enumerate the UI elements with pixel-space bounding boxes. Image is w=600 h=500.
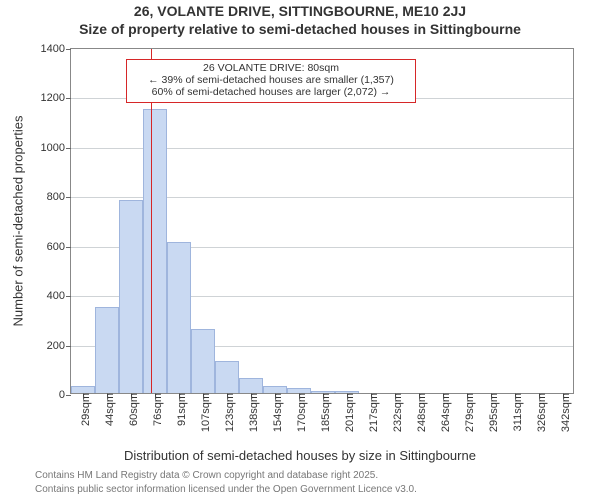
ytick-label: 400 [47, 290, 65, 302]
xtick-label: 29sqm [74, 393, 92, 426]
xtick-label: 123sqm [218, 393, 236, 432]
ytick-mark [66, 197, 71, 198]
ytick-mark [66, 148, 71, 149]
xtick-label: 295sqm [482, 393, 500, 432]
histogram-bar [71, 386, 95, 393]
xtick-label: 60sqm [122, 393, 140, 426]
xtick-label: 154sqm [266, 393, 284, 432]
chart-root: 26, VOLANTE DRIVE, SITTINGBOURNE, ME10 2… [0, 0, 600, 500]
xtick-label: 170sqm [290, 393, 308, 432]
annotation-line-1: 26 VOLANTE DRIVE: 80sqm [131, 62, 411, 74]
xtick-label: 76sqm [146, 393, 164, 426]
xtick-label: 326sqm [530, 393, 548, 432]
histogram-bar [215, 361, 239, 393]
annotation-box: 26 VOLANTE DRIVE: 80sqm← 39% of semi-det… [126, 59, 416, 103]
plot-area: 020040060080010001200140029sqm44sqm60sqm… [70, 48, 574, 394]
ytick-label: 800 [47, 191, 65, 203]
histogram-bar [263, 386, 287, 393]
xtick-label: 279sqm [458, 393, 476, 432]
ytick-label: 200 [47, 340, 65, 352]
annotation-line-2: ← 39% of semi-detached houses are smalle… [131, 74, 411, 86]
ytick-label: 1200 [41, 92, 65, 104]
histogram-bar [167, 242, 191, 393]
xtick-label: 138sqm [242, 393, 260, 432]
xtick-label: 91sqm [170, 393, 188, 426]
ytick-label: 1400 [41, 43, 65, 55]
xtick-label: 217sqm [362, 393, 380, 432]
histogram-bar [191, 329, 215, 393]
ytick-label: 0 [59, 389, 65, 401]
xtick-label: 342sqm [554, 393, 572, 432]
ytick-mark [66, 346, 71, 347]
xtick-label: 248sqm [410, 393, 428, 432]
ytick-mark [66, 395, 71, 396]
xtick-label: 232sqm [386, 393, 404, 432]
xtick-label: 311sqm [506, 393, 524, 431]
histogram-bar [119, 200, 143, 393]
chart-title-line2: Size of property relative to semi-detach… [0, 21, 600, 37]
xtick-label: 264sqm [434, 393, 452, 432]
ytick-mark [66, 296, 71, 297]
xtick-label: 201sqm [338, 393, 356, 432]
histogram-bar [239, 378, 263, 393]
ytick-mark [66, 98, 71, 99]
y-axis-label: Number of semi-detached properties [11, 116, 26, 327]
chart-title-line1: 26, VOLANTE DRIVE, SITTINGBOURNE, ME10 2… [0, 3, 600, 19]
xtick-label: 185sqm [314, 393, 332, 432]
x-axis-label: Distribution of semi-detached houses by … [0, 448, 600, 463]
annotation-line-3: 60% of semi-detached houses are larger (… [131, 86, 411, 98]
xtick-label: 107sqm [194, 393, 212, 432]
ytick-mark [66, 247, 71, 248]
histogram-bar [143, 109, 167, 393]
ytick-label: 1000 [41, 142, 65, 154]
ytick-label: 600 [47, 241, 65, 253]
histogram-bar [95, 307, 119, 394]
footer-line-2: Contains public sector information licen… [35, 484, 600, 495]
footer-line-1: Contains HM Land Registry data © Crown c… [35, 470, 600, 481]
ytick-mark [66, 49, 71, 50]
xtick-label: 44sqm [98, 393, 116, 426]
